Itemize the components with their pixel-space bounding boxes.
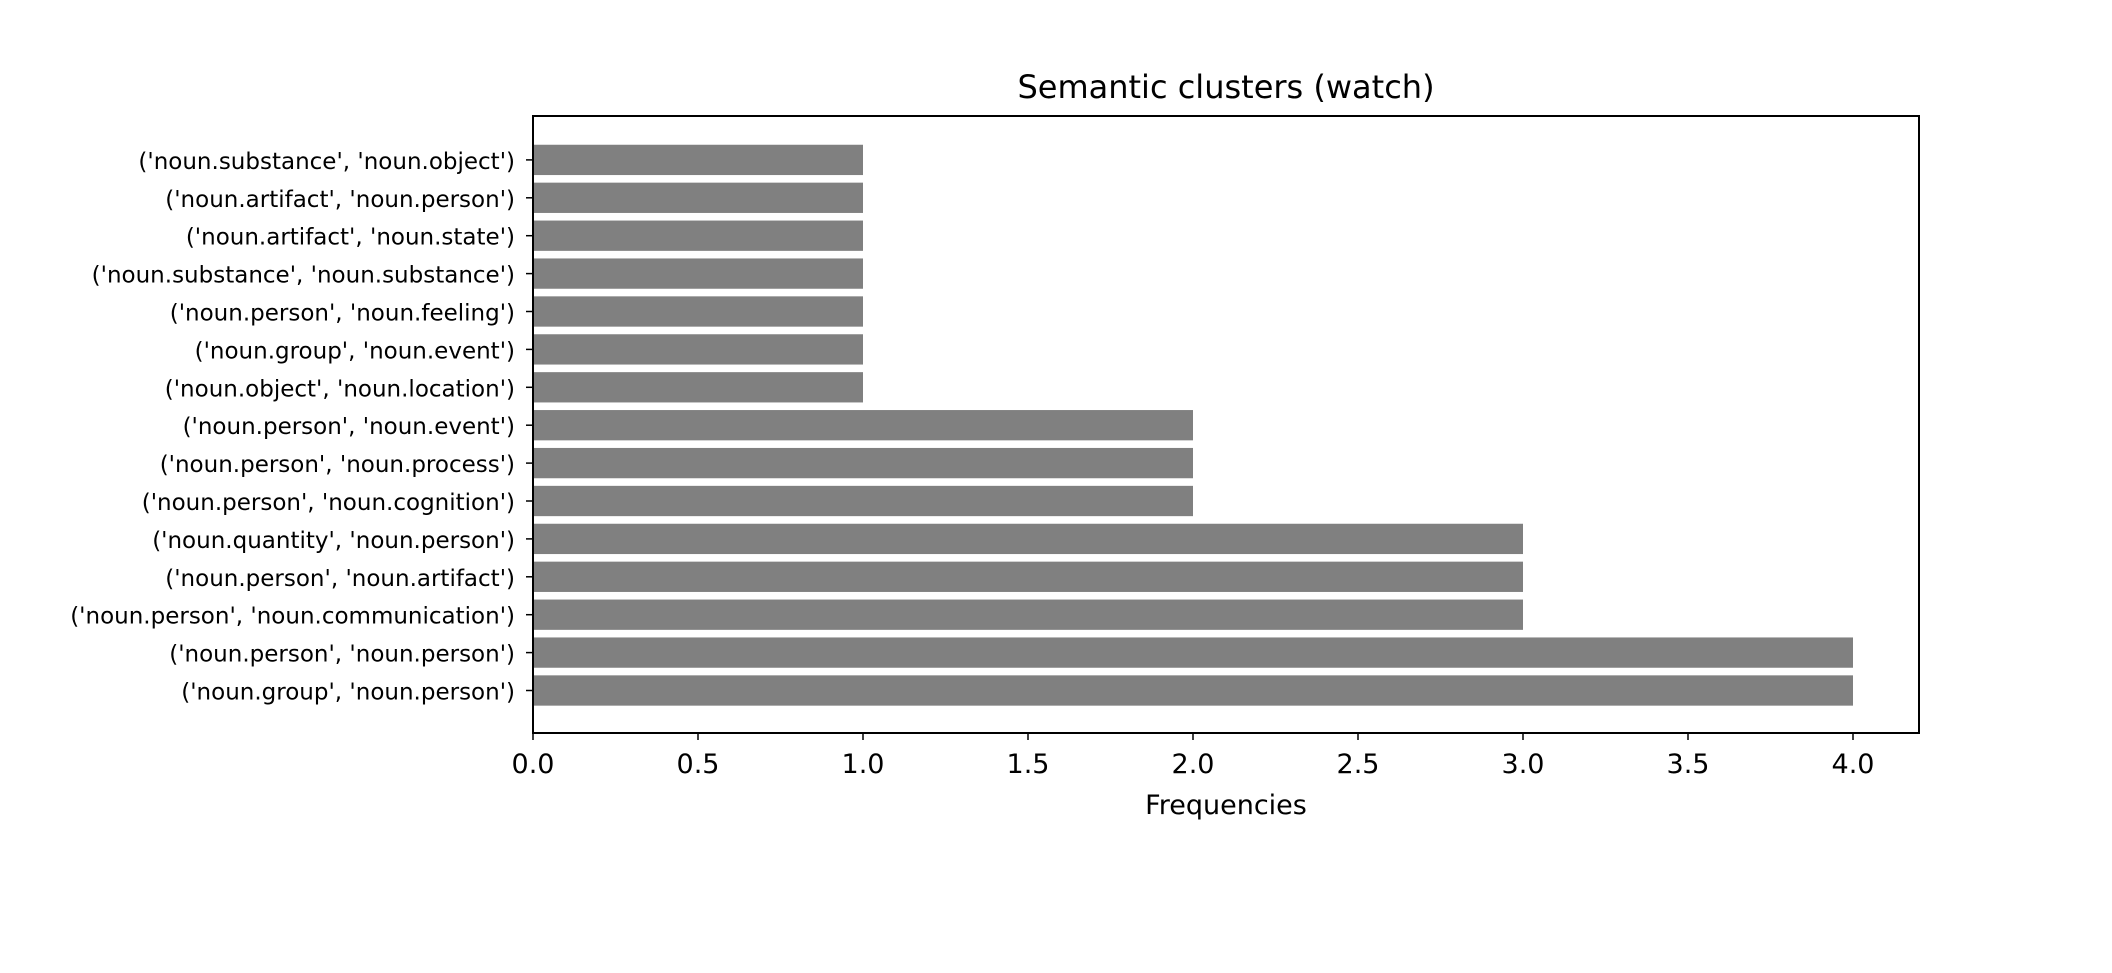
y-tick-label: ('noun.substance', 'noun.object') — [138, 149, 515, 175]
x-tick-label: 2.5 — [1337, 749, 1380, 780]
x-tick-label: 1.5 — [1007, 749, 1050, 780]
y-tick-label: ('noun.quantity', 'noun.person') — [152, 528, 515, 554]
y-tick-label: ('noun.object', 'noun.location') — [165, 376, 515, 402]
x-tick-label: 0.0 — [512, 749, 555, 780]
y-tick-label: ('noun.person', 'noun.communication') — [70, 604, 515, 630]
x-tick-label: 3.5 — [1667, 749, 1710, 780]
bar — [533, 637, 1853, 668]
bars-layer — [533, 144, 1853, 706]
x-tick-label: 1.0 — [842, 749, 885, 780]
x-axis-label: Frequencies — [1145, 790, 1307, 821]
bar — [533, 599, 1523, 630]
y-tick-labels: ('noun.group', 'noun.person') ('noun.pers… — [70, 149, 533, 706]
plot-frame — [532, 115, 1920, 734]
y-tick-label: ('noun.artifact', 'noun.person') — [165, 187, 515, 213]
bar — [533, 485, 1193, 517]
bar — [533, 334, 863, 365]
chart-title: Semantic clusters (watch) — [1017, 68, 1434, 106]
y-tick-label: ('noun.person', 'noun.artifact') — [165, 566, 515, 592]
y-tick-label: ('noun.person', 'noun.person') — [169, 642, 515, 668]
y-tick-label: ('noun.person', 'noun.feeling') — [170, 301, 515, 327]
y-tick-label: ('noun.group', 'noun.person') — [181, 680, 515, 706]
bar — [533, 144, 863, 176]
bar — [533, 182, 863, 213]
bar — [533, 258, 863, 289]
y-tick-label: ('noun.group', 'noun.event') — [195, 338, 515, 364]
x-axis-ticks: 0.0 0.5 1.0 1.5 2.0 2.5 3.0 3.5 4.0 — [512, 733, 1875, 780]
x-tick-label: 2.0 — [1172, 749, 1215, 780]
bar — [533, 561, 1523, 592]
bar — [533, 220, 863, 251]
bar — [533, 447, 1193, 479]
x-tick-label: 4.0 — [1832, 749, 1875, 780]
x-tick-label: 0.5 — [677, 749, 720, 780]
y-tick-label: ('noun.person', 'noun.event') — [183, 414, 515, 440]
bar — [533, 675, 1853, 706]
y-tick-label: ('noun.artifact', 'noun.state') — [186, 225, 515, 251]
bar — [533, 372, 863, 403]
bar — [533, 296, 863, 327]
bar — [533, 410, 1193, 441]
bar — [533, 523, 1523, 555]
x-tick-label: 3.0 — [1502, 749, 1545, 780]
y-tick-label: ('noun.person', 'noun.cognition') — [142, 490, 515, 516]
y-tick-label: ('noun.substance', 'noun.substance') — [92, 263, 515, 289]
y-tick-label: ('noun.person', 'noun.process') — [160, 452, 515, 478]
